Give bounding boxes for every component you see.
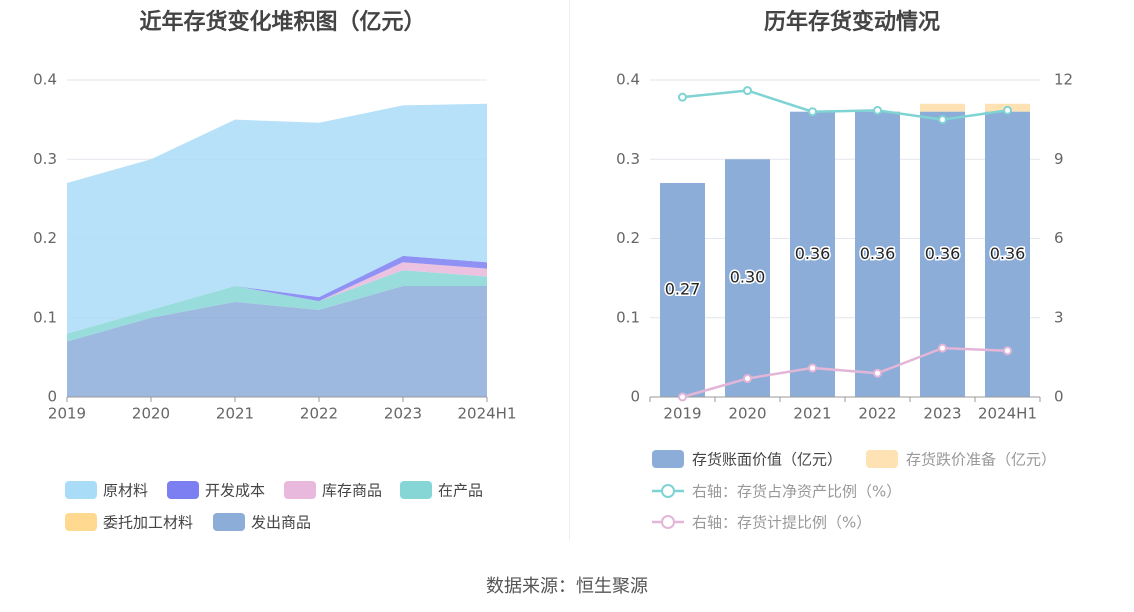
bar-book-value [660, 183, 705, 397]
legend-swatch-dev_cost [167, 481, 199, 499]
legend-label-dev_cost: 开发成本 [205, 482, 265, 500]
point-provision_line [808, 363, 817, 373]
legend-label-impairment: 存货跌价准备（亿元） [906, 451, 1056, 469]
data-label: 0.36 [990, 244, 1026, 263]
y2-tick-label: 12 [1054, 71, 1073, 89]
x-tick-label: 2019 [663, 405, 701, 423]
area-shipped [67, 286, 487, 397]
line-provision_line [682, 346, 1008, 399]
legend-label-wip: 在产品 [438, 482, 483, 500]
stacked-area-chart: 0 0.1 0.2 0.3 0.4 2019 2020 2021 2022 2023 2024H1 原… [33, 71, 517, 532]
x-tick-label: 2021 [793, 405, 831, 423]
legend-swatch-impairment [866, 450, 898, 468]
area-dev_cost [67, 255, 487, 334]
line-net_ratio_line [682, 89, 1008, 121]
y-tick-label: 0 [47, 388, 57, 406]
y2-tick-label: 9 [1054, 150, 1064, 168]
y2-tick-label: 6 [1054, 229, 1064, 247]
data-label: 0.30 [730, 268, 766, 287]
x-tick-label: 2023 [384, 405, 422, 423]
bar-book-value [855, 111, 900, 397]
y-tick-label: 0.2 [33, 229, 57, 247]
point-provision_line [873, 368, 882, 378]
x-tick-label: 2020 [132, 405, 170, 423]
y-tick-label: 0.1 [33, 308, 57, 326]
legend-label-book_value: 存货账面价值（亿元） [692, 451, 842, 469]
point-provision_line [1003, 346, 1012, 356]
y-tick-label: 0.1 [616, 308, 640, 326]
legend-label-entrusted: 委托加工材料 [103, 514, 193, 532]
data-label: 0.36 [860, 244, 896, 263]
bar-book-value [725, 159, 770, 397]
legend-label-raw_material: 原材料 [103, 482, 148, 500]
data-source-note: 数据来源：恒生聚源 [486, 576, 648, 597]
x-tick-label: 2024H1 [978, 405, 1037, 423]
point-net_ratio_line [678, 92, 687, 102]
area-goods_stock [67, 262, 487, 334]
bar-book-value [790, 111, 835, 397]
y-tick-label: 0.3 [33, 150, 57, 168]
legend-label-goods_stock: 库存商品 [322, 482, 382, 500]
bar-line-combo-chart: 0 0.1 0.2 0.3 0.4 0 3 6 9 12 2019 2020 2021 2022 2023 2… [616, 71, 1073, 532]
x-tick-label: 2020 [728, 405, 766, 423]
legend-marker-net_ratio_line [661, 484, 675, 498]
panel-divider [569, 0, 570, 540]
x-tick-label: 2022 [300, 405, 338, 423]
point-provision_line [678, 392, 687, 402]
y2-tick-label: 3 [1054, 308, 1064, 326]
point-net_ratio_line [938, 115, 947, 125]
data-label: 0.36 [795, 244, 831, 263]
point-provision_line [743, 374, 752, 384]
bar-impairment [920, 103, 965, 112]
chart-title-stacked-area: 近年存货变化堆积图（亿元） [139, 10, 426, 35]
point-net_ratio_line [743, 86, 752, 96]
point-provision_line [938, 343, 947, 353]
legend-marker-provision_line [661, 515, 675, 529]
chart-title-inventory-changes: 历年存货变动情况 [763, 10, 940, 35]
area-raw_material [67, 103, 487, 334]
legend-swatch-book_value [652, 450, 684, 468]
point-net_ratio_line [808, 107, 817, 117]
legend-swatch-shipped [213, 513, 245, 531]
y-tick-label: 0.2 [616, 229, 640, 247]
data-label: 0.27 [665, 280, 701, 299]
y-tick-label: 0.3 [616, 150, 640, 168]
point-net_ratio_line [873, 105, 882, 115]
y-tick-label: 0.4 [616, 71, 640, 89]
legend-swatch-entrusted [65, 513, 97, 531]
legend-label-provision_line: 右轴：存货计提比例（%） [692, 514, 871, 532]
y-tick-label: 0 [630, 388, 640, 406]
x-tick-label: 2019 [48, 405, 86, 423]
y-tick-label: 0.4 [33, 71, 57, 89]
y2-tick-label: 0 [1054, 388, 1064, 406]
legend-swatch-goods_stock [284, 481, 316, 499]
area-wip [67, 270, 487, 342]
legend-label-net_ratio_line: 右轴：存货占净资产比例（%） [692, 483, 901, 501]
legend-label-shipped: 发出商品 [251, 514, 311, 532]
x-tick-label: 2022 [858, 405, 896, 423]
point-net_ratio_line [1003, 105, 1012, 115]
legend-swatch-wip [400, 481, 432, 499]
legend-swatch-raw_material [65, 481, 97, 499]
data-label: 0.36 [925, 244, 961, 263]
x-tick-label: 2024H1 [458, 405, 517, 423]
x-tick-label: 2023 [923, 405, 961, 423]
x-tick-label: 2021 [216, 405, 254, 423]
